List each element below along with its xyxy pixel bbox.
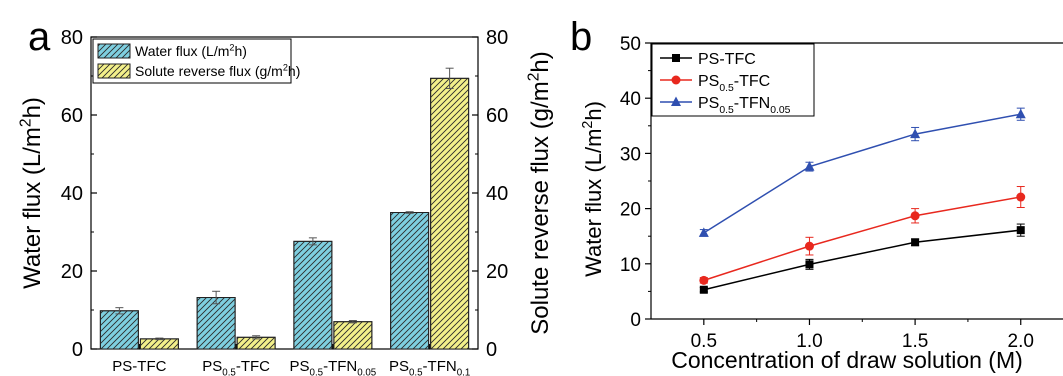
data-point xyxy=(911,238,920,247)
panel-a-label: a xyxy=(28,15,51,59)
series-line xyxy=(703,113,1021,234)
y-left-tick-label: 40 xyxy=(61,183,83,205)
data-point xyxy=(1016,226,1025,235)
x-category-label: PS0.5-TFC xyxy=(202,358,270,376)
data-point xyxy=(910,128,921,139)
bar-hatch xyxy=(333,321,373,350)
data-point xyxy=(805,260,814,269)
y-left-tick-label: 0 xyxy=(72,339,83,361)
data-point xyxy=(910,211,920,221)
bar-hatch xyxy=(99,310,139,350)
y-tick-label: 0 xyxy=(630,310,641,331)
x-category-label: PS0.5-TFN0.05 xyxy=(290,358,377,376)
x-axis-title: Concentration of draw solution (M) xyxy=(671,347,1023,373)
y-right-tick-label: 80 xyxy=(486,27,508,49)
bar-hatch xyxy=(139,338,179,350)
bar-hatch xyxy=(293,240,333,350)
y-tick-label: 30 xyxy=(620,144,641,165)
y-axis-title: Water flux (L/m2h) xyxy=(580,101,606,277)
y-left-tick-label: 80 xyxy=(61,27,83,49)
panel-b-label: b xyxy=(570,15,592,59)
y-left-tick-label: 60 xyxy=(61,105,83,127)
bar-hatch xyxy=(196,297,236,350)
legend-marker xyxy=(671,96,681,106)
x-category-label: PS0.5-TFN0.1 xyxy=(389,358,470,376)
x-tick-label: 2.0 xyxy=(1008,331,1034,352)
y-tick-label: 40 xyxy=(620,89,641,110)
legend-swatch-hatch xyxy=(97,63,131,79)
x-tick-label: 1.0 xyxy=(796,331,822,352)
data-point xyxy=(699,285,708,294)
legend-label: Water flux (L/m2h) xyxy=(135,42,247,59)
panel-a: a 0 0 20 20 40 40 60 60 80 80 Water flux (L/m2h) So… xyxy=(17,15,554,376)
y-tick-label: 10 xyxy=(620,255,641,276)
y-right-tick-label: 40 xyxy=(486,183,508,205)
series-line xyxy=(703,229,1021,291)
y-left-tick-label: 20 xyxy=(61,261,83,283)
legend-label: PS0.5-TFC xyxy=(698,73,770,94)
x-category-label: PS-TFC xyxy=(112,358,166,375)
data-point xyxy=(804,161,815,171)
legend-marker xyxy=(672,54,680,62)
y-right-axis-title: Solute reverse flux (g/m2h) xyxy=(525,51,554,334)
data-point xyxy=(1015,108,1026,119)
y-tick-label: 20 xyxy=(620,200,641,221)
y-right-tick-label: 0 xyxy=(486,339,497,361)
y-tick-label: 50 xyxy=(620,34,641,55)
legend-marker xyxy=(671,75,681,85)
legend-swatch-hatch xyxy=(97,43,131,59)
bar-hatch xyxy=(430,77,470,350)
legend-label: PS0.5-TFN0.05 xyxy=(698,95,791,116)
panel-a-plot: 0 0 20 20 40 40 60 60 80 80 Water flux (L/m2h) Solu… xyxy=(17,27,554,376)
y-left-axis-title: Water flux (L/m2h) xyxy=(17,97,46,289)
legend-label: PS-TFC xyxy=(698,51,756,68)
data-point xyxy=(1016,192,1026,202)
x-tick-label: 0.5 xyxy=(691,331,717,352)
data-point xyxy=(698,227,709,237)
data-point xyxy=(699,275,709,285)
y-right-tick-label: 20 xyxy=(486,261,508,283)
legend-label: Solute reverse flux (g/m2h) xyxy=(135,62,300,79)
x-tick-label: 1.5 xyxy=(902,331,928,352)
bar-hatch xyxy=(390,212,430,350)
y-right-tick-label: 60 xyxy=(486,105,508,127)
data-point xyxy=(804,241,814,251)
series-line xyxy=(703,196,1021,282)
